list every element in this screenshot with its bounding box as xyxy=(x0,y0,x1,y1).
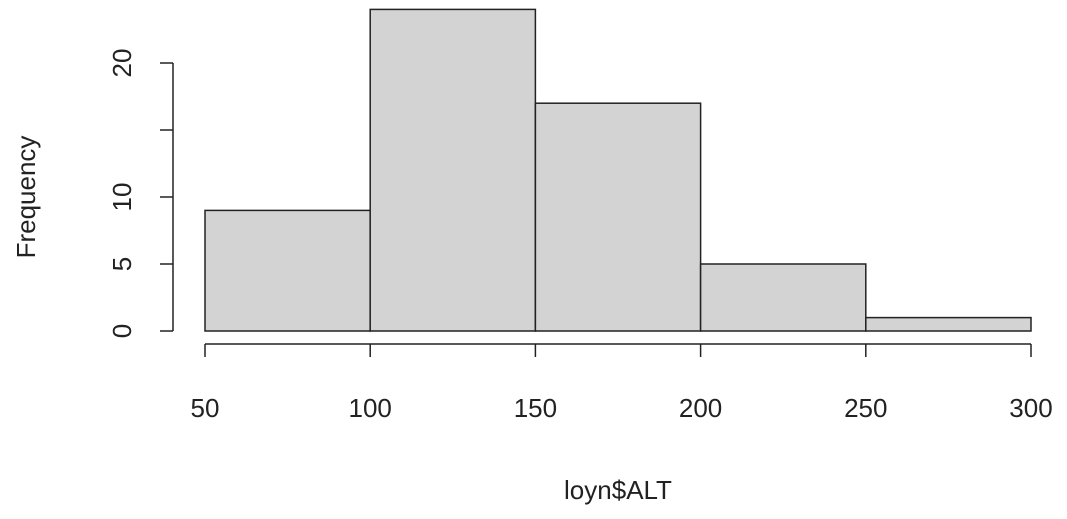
y-tick-label: 20 xyxy=(107,49,137,78)
x-tick-label: 300 xyxy=(1009,393,1052,423)
bar xyxy=(865,316,1032,332)
x-tick-label: 100 xyxy=(349,393,392,423)
x-tick-label: 200 xyxy=(679,393,722,423)
bar xyxy=(204,209,371,332)
x-tick-label: 250 xyxy=(844,393,887,423)
bar xyxy=(699,263,867,332)
y-tick-label: 5 xyxy=(107,257,137,271)
x-axis-label: loyn$ALT xyxy=(564,475,672,505)
x-tick-label: 150 xyxy=(514,393,557,423)
y-axis-label: Frequency xyxy=(11,136,41,259)
bar xyxy=(534,102,702,332)
x-tick-label: 50 xyxy=(191,393,220,423)
bar xyxy=(369,8,537,332)
y-tick-label: 10 xyxy=(107,183,137,212)
y-tick-label: 0 xyxy=(107,324,137,338)
